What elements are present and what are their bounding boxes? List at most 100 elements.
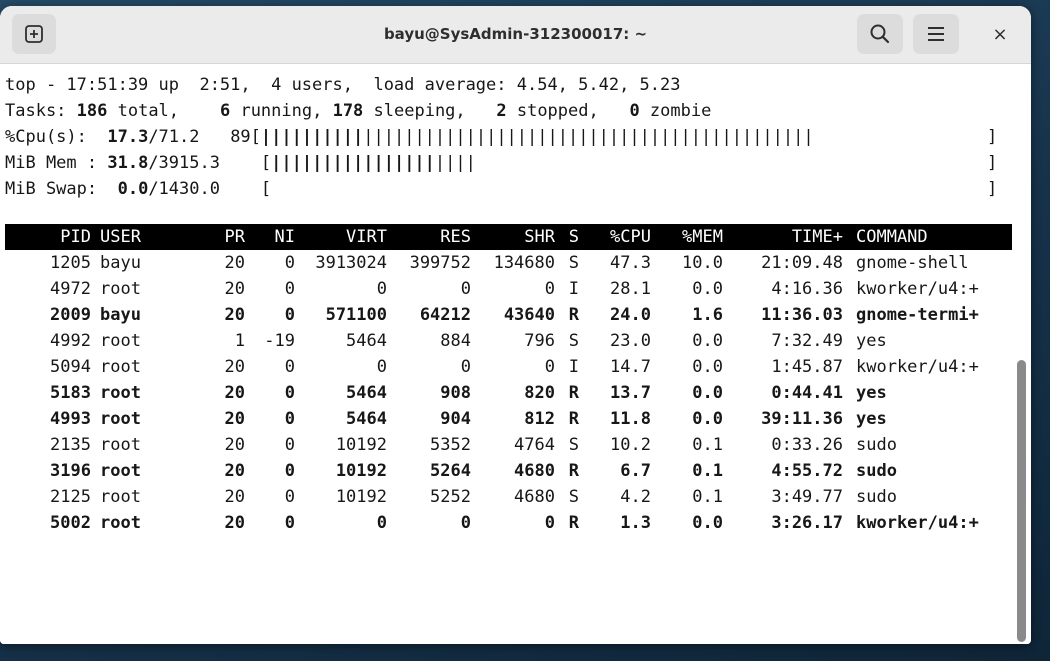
cell-state: S: [568, 331, 579, 351]
cell-time: 0:33.26: [771, 435, 843, 455]
cell-mem: 0.0: [692, 383, 723, 403]
cell-ni: 0: [284, 409, 295, 429]
new-tab-button[interactable]: [12, 14, 56, 54]
cell-state: I: [568, 279, 579, 299]
search-button[interactable]: [857, 14, 903, 54]
menu-button[interactable]: [913, 14, 959, 54]
tasks-total: 186: [76, 101, 108, 121]
cell-time: 7:32.49: [771, 331, 843, 351]
cell-pid: 4972: [50, 279, 91, 299]
cell-command: sudo: [856, 435, 897, 455]
cell-command: sudo: [856, 487, 897, 507]
cell-mem: 10.0: [682, 253, 723, 273]
tasks-line: Tasks: 186 total, 6 running, 178 sleepin…: [5, 101, 712, 121]
cell-res: 884: [440, 331, 471, 351]
mem-line: MiB Mem : 31.8/3915.3 [|||||||||||||||||…: [5, 150, 1013, 176]
cell-res: 0: [460, 279, 471, 299]
cell-virt: 10192: [335, 461, 387, 481]
close-button[interactable]: ×: [982, 16, 1018, 52]
process-row: 2125 root 20 0 10192 5252 4680 S 4.2 0.1 3:49.77 su…: [5, 484, 1012, 510]
close-icon: ×: [992, 23, 1008, 45]
col-pr: PR: [224, 227, 245, 247]
cell-mem: 0.1: [692, 435, 723, 455]
cell-user: root: [100, 279, 141, 299]
cell-time: 39:11.36: [761, 409, 843, 429]
tasks-running: 6: [219, 101, 231, 121]
cell-shr: 4680: [514, 461, 555, 481]
cell-user: bayu: [100, 305, 141, 325]
cell-shr: 43640: [503, 305, 555, 325]
cell-res: 0: [460, 513, 471, 533]
mem-bar-bold: ||||||||||||||||: [271, 153, 435, 173]
cell-ni: -19: [264, 331, 295, 351]
cell-state: R: [568, 461, 579, 481]
scrollbar[interactable]: [1014, 64, 1031, 644]
search-icon: [870, 24, 890, 44]
cell-pr: 20: [224, 409, 245, 429]
process-table-header: PID USER PR NI VIRT RES SHR S %CPU %MEM …: [5, 224, 1012, 250]
cell-ni: 0: [284, 435, 295, 455]
cell-virt: 10192: [335, 435, 387, 455]
cell-ni: 0: [284, 253, 295, 273]
cell-time: 3:26.17: [771, 513, 843, 533]
cell-virt: 0: [376, 357, 387, 377]
col-virt: VIRT: [346, 227, 387, 247]
cell-ni: 0: [284, 357, 295, 377]
cell-command: yes: [856, 383, 887, 403]
process-row: 3196 root 20 0 10192 5264 4680 R 6.7 0.1 4:55.72 su…: [5, 458, 1012, 484]
cell-pid: 1205: [50, 253, 91, 273]
process-row: 4972 root 20 0 0 0 0 I 28.1 0.0 4:16.36 kworker/u4:…: [5, 276, 1012, 302]
cell-ni: 0: [284, 487, 295, 507]
cell-time: 4:55.72: [771, 461, 843, 481]
tasks-sleeping: 178: [332, 101, 364, 121]
cell-mem: 0.1: [692, 461, 723, 481]
mem-used: 31.8: [107, 153, 149, 173]
cell-shr: 796: [524, 331, 555, 351]
title-bar[interactable]: bayu@SysAdmin-312300017: ~ ×: [0, 6, 1031, 64]
cell-time: 1:45.87: [771, 357, 843, 377]
cell-cpu: 28.1: [610, 279, 651, 299]
swap-used: 0.0: [107, 179, 149, 199]
cell-state: S: [568, 487, 579, 507]
cell-res: 5264: [430, 461, 471, 481]
cell-user: bayu: [100, 253, 141, 273]
new-tab-icon: [25, 25, 43, 43]
cell-user: root: [100, 435, 141, 455]
cell-state: I: [568, 357, 579, 377]
cell-res: 0: [460, 357, 471, 377]
cell-pid: 4993: [50, 409, 91, 429]
cell-mem: 0.0: [692, 409, 723, 429]
tasks-zombie: 0: [629, 101, 640, 121]
cell-res: 5352: [430, 435, 471, 455]
cell-res: 399752: [409, 253, 471, 273]
cell-shr: 0: [544, 513, 555, 533]
cell-state: R: [568, 383, 579, 403]
cell-command: yes: [856, 409, 887, 429]
cell-user: root: [100, 487, 141, 507]
terminal-output[interactable]: top - 17:51:39 up 2:51, 4 users, load av…: [0, 64, 1014, 644]
cell-pr: 20: [224, 461, 245, 481]
process-row: 5002 root 20 0 0 0 0 R 1.3 0.0 3:26.17 kworker/u4:+: [5, 510, 1012, 536]
cell-mem: 1.6: [692, 305, 723, 325]
cell-ni: 0: [284, 305, 295, 325]
cell-virt: 571100: [325, 305, 387, 325]
col-shr: SHR: [524, 227, 555, 247]
cell-pr: 20: [224, 253, 245, 273]
cell-user: root: [100, 513, 141, 533]
mem-bar-end: ]: [987, 153, 998, 173]
process-row: 4992 root 1 -19 5464 884 796 S 23.0 0.0 7:32.49 yes: [5, 328, 1012, 354]
cell-shr: 4680: [514, 487, 555, 507]
cell-res: 904: [440, 409, 471, 429]
cell-virt: 0: [376, 513, 387, 533]
swap-bar-end: ]: [987, 179, 998, 199]
cell-pr: 20: [224, 305, 245, 325]
cell-pid: 5183: [50, 383, 91, 403]
cell-cpu: 23.0: [610, 331, 651, 351]
cell-time: 4:16.36: [771, 279, 843, 299]
cell-mem: 0.0: [692, 331, 723, 351]
cell-cpu: 13.7: [610, 383, 651, 403]
scrollbar-thumb[interactable]: [1017, 360, 1026, 642]
cell-pid: 2125: [50, 487, 91, 507]
cell-res: 908: [440, 383, 471, 403]
process-row: 1205 bayu 20 0 3913024 399752 134680 S 47.3 10.0 2…: [5, 250, 1012, 276]
